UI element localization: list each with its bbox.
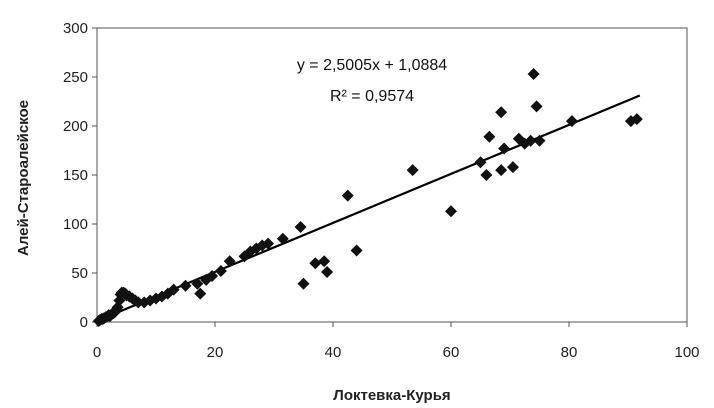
data-point — [630, 113, 643, 126]
x-axis-label: Локтевка-Курья — [333, 387, 450, 404]
y-tick-label: 200 — [63, 118, 88, 135]
y-tick-label: 50 — [71, 265, 88, 282]
x-tick-label: 100 — [674, 344, 699, 361]
data-point — [495, 164, 508, 177]
x-tick-label: 0 — [93, 344, 101, 361]
data-point — [294, 220, 307, 233]
data-point — [194, 287, 207, 300]
data-point — [214, 265, 227, 278]
r-squared-label: R² = 0,9574 — [330, 88, 414, 105]
data-point — [506, 161, 519, 174]
data-point — [565, 115, 578, 128]
x-tick-label: 80 — [561, 344, 578, 361]
y-tick-label: 250 — [63, 69, 88, 86]
data-point — [483, 130, 496, 143]
y-tick-label: 150 — [63, 167, 88, 184]
data-point — [480, 169, 493, 181]
data-point — [445, 205, 457, 218]
data-point — [530, 100, 543, 113]
data-point — [167, 283, 180, 296]
data-point — [223, 255, 236, 268]
data-point — [495, 106, 508, 119]
y-tick-label: 300 — [63, 20, 88, 37]
data-point — [309, 257, 322, 270]
data-point — [262, 237, 275, 250]
plot-area — [96, 27, 688, 323]
data-points — [92, 68, 643, 328]
x-axis-ticks: 0 20 40 60 80 100 — [93, 322, 700, 361]
data-point — [341, 189, 354, 202]
data-point — [179, 279, 192, 292]
y-tick-label: 100 — [63, 216, 88, 233]
data-point — [318, 255, 331, 268]
x-tick-label: 20 — [207, 344, 224, 361]
data-point — [406, 164, 419, 177]
data-point — [533, 134, 546, 147]
data-point — [206, 269, 219, 282]
data-point — [321, 266, 334, 279]
y-axis-label: Алей-Староалейское — [15, 100, 32, 256]
data-point — [474, 156, 487, 169]
data-point — [191, 277, 204, 290]
x-tick-label: 60 — [443, 344, 460, 361]
x-tick-label: 40 — [325, 344, 342, 361]
data-point — [276, 232, 289, 245]
data-point — [498, 142, 511, 155]
data-point — [297, 277, 310, 290]
y-tick-label: 0 — [80, 314, 88, 331]
data-point — [524, 134, 537, 147]
y-axis-ticks: 0 50 100 150 200 250 300 — [63, 20, 97, 331]
data-point — [350, 244, 363, 257]
trend-equation: y = 2,5005x + 1,0884 — [297, 57, 447, 74]
data-point — [527, 68, 540, 81]
